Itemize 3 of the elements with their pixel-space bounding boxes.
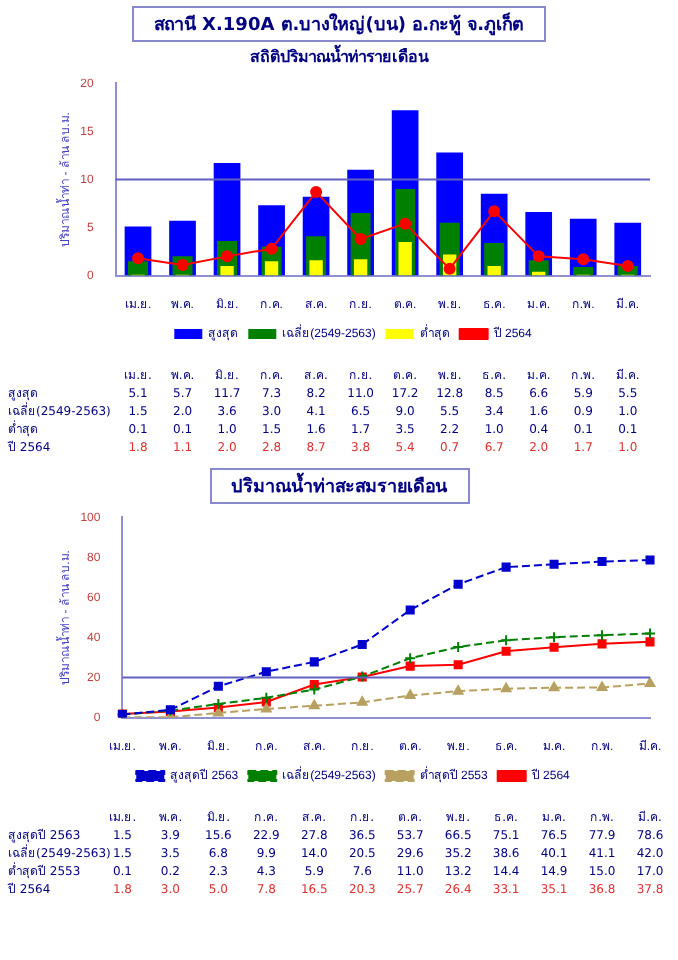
chart-title: สถานี X.190A ต.บางใหญ่(บน) อ.กะทู้ จ.ภูเก็ต	[131, 6, 547, 42]
chart-subtitle: สถิติปริมาณน้ำท่ารายเดือน	[248, 44, 431, 70]
chart-title: ปริมาณน้ำท่าสะสมรายเดือน	[209, 468, 469, 504]
